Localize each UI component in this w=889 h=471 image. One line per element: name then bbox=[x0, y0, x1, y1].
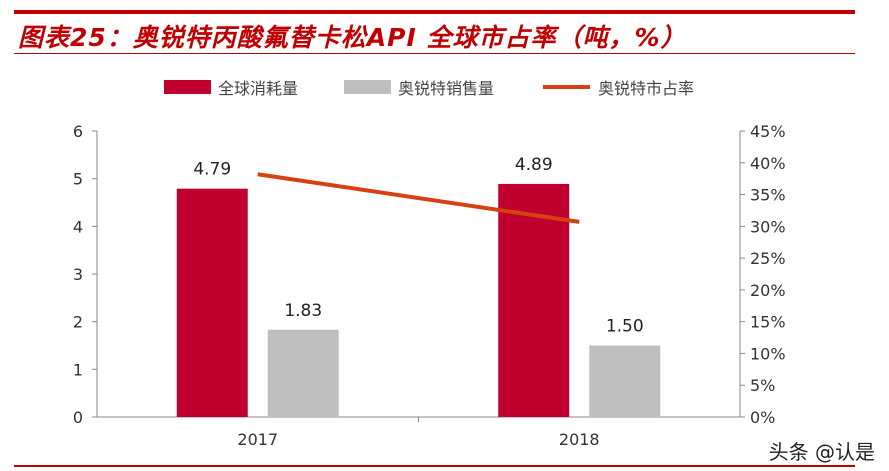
bar-sales bbox=[267, 329, 339, 417]
left-tick-label: 4 bbox=[73, 217, 83, 236]
title-rule bbox=[14, 53, 855, 54]
legend-swatch-consumption bbox=[164, 80, 211, 94]
right-tick-label: 20% bbox=[750, 281, 786, 300]
right-tick-label: 35% bbox=[750, 186, 786, 205]
data-label: 1.83 bbox=[284, 301, 322, 321]
top-rule bbox=[14, 10, 855, 14]
left-tick-label: 5 bbox=[73, 170, 83, 189]
right-tick-label: 10% bbox=[750, 344, 786, 363]
bottom-rule bbox=[14, 465, 855, 467]
data-label: 1.50 bbox=[606, 317, 644, 337]
right-tick-label: 5% bbox=[750, 376, 775, 395]
right-tick-label: 0% bbox=[750, 408, 775, 427]
left-tick-label: 1 bbox=[73, 360, 83, 379]
legend-swatch-sales bbox=[344, 80, 391, 94]
right-tick-label: 40% bbox=[750, 154, 786, 173]
watermark: 头条 @认是 bbox=[768, 440, 875, 464]
legend-label: 奥锐特市占率 bbox=[598, 79, 694, 98]
bar-sales bbox=[589, 345, 661, 417]
left-tick-label: 6 bbox=[73, 122, 83, 141]
left-tick-label: 0 bbox=[73, 408, 83, 427]
market-share-line bbox=[257, 172, 580, 224]
chart-title: 图表25：奥锐特丙酸氟替卡松API 全球市占率（吨，%） bbox=[18, 23, 687, 52]
right-tick-label: 25% bbox=[750, 249, 786, 268]
bar-consumption bbox=[498, 183, 570, 417]
left-tick-label: 2 bbox=[73, 313, 83, 332]
data-label: 4.79 bbox=[193, 160, 231, 180]
right-tick-label: 15% bbox=[750, 313, 786, 332]
data-label: 4.89 bbox=[515, 155, 553, 175]
x-tick-label: 2017 bbox=[237, 430, 278, 449]
left-tick-label: 3 bbox=[73, 265, 83, 284]
right-tick-label: 30% bbox=[750, 217, 786, 236]
legend-label: 全球消耗量 bbox=[218, 79, 298, 98]
right-tick-label: 45% bbox=[750, 122, 786, 141]
bar-consumption bbox=[176, 188, 248, 417]
legend-label: 奥锐特销售量 bbox=[398, 79, 494, 98]
x-tick-label: 2018 bbox=[559, 430, 600, 449]
